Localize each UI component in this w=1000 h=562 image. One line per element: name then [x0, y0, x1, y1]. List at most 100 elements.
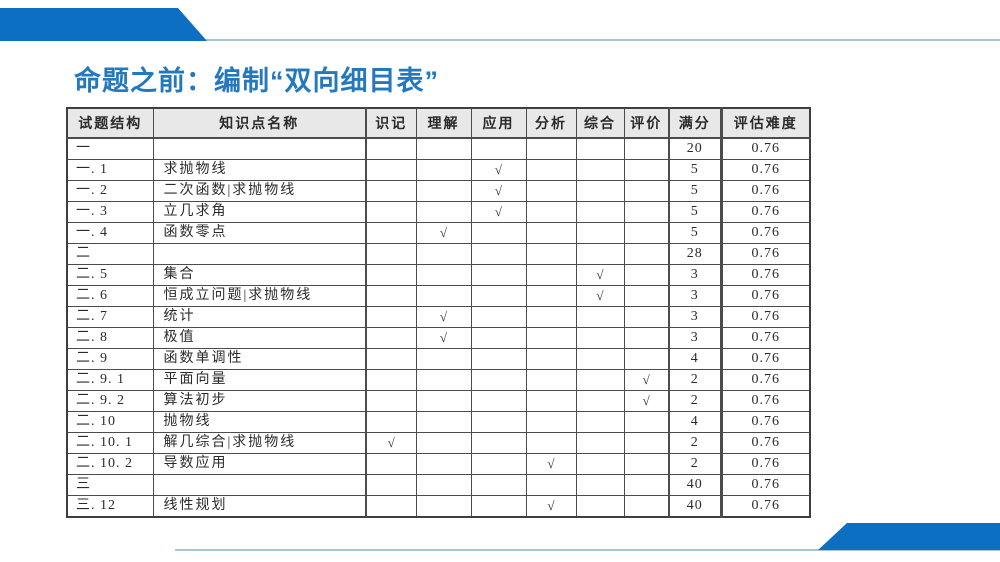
col-header-memorize: 识记 [365, 107, 417, 139]
table-body: 一 20 0.76 一. 1 求抛物线 √ 5 0.76 一. 2 二次函数|求… [66, 137, 811, 518]
cell-full-score: 2 [668, 432, 722, 454]
cell-mark-synthesize [575, 495, 625, 518]
cell-knowledge-name: 抛物线 [152, 411, 367, 433]
cell-full-score: 4 [668, 348, 722, 370]
cell-structure: 二. 5 [66, 264, 154, 286]
cell-mark-memorize [365, 348, 417, 370]
cell-mark-synthesize [575, 390, 625, 412]
table-row: 二. 8 极值 √ 3 0.76 [66, 327, 811, 349]
cell-mark-analyze [525, 137, 577, 160]
table-row: 一. 2 二次函数|求抛物线 √ 5 0.76 [66, 180, 811, 202]
cell-knowledge-name: 极值 [152, 327, 367, 349]
cell-mark-understand [415, 453, 472, 475]
cell-mark-synthesize [575, 474, 625, 496]
col-header-apply: 应用 [470, 107, 527, 139]
cell-mark-understand: √ [415, 306, 472, 328]
cell-difficulty: 0.76 [719, 369, 811, 391]
cell-mark-analyze [525, 369, 577, 391]
cell-structure: 二. 8 [66, 327, 154, 349]
cell-mark-understand [415, 348, 472, 370]
table-row: 一. 1 求抛物线 √ 5 0.76 [66, 159, 811, 181]
cell-knowledge-name [152, 243, 367, 265]
cell-difficulty: 0.76 [719, 411, 811, 433]
cell-mark-synthesize [575, 159, 625, 181]
cell-difficulty: 0.76 [719, 495, 811, 518]
cell-mark-apply [470, 390, 527, 412]
cell-mark-analyze [525, 474, 577, 496]
cell-mark-analyze [525, 264, 577, 286]
cell-full-score: 3 [668, 285, 722, 307]
col-header-difficulty: 评估难度 [719, 107, 811, 139]
cell-knowledge-name: 导数应用 [152, 453, 367, 475]
table-row: 二. 10. 2 导数应用 √ 2 0.76 [66, 453, 811, 475]
cell-mark-memorize [365, 369, 417, 391]
cell-difficulty: 0.76 [719, 159, 811, 181]
cell-mark-apply [470, 495, 527, 518]
cell-mark-apply [470, 327, 527, 349]
cell-difficulty: 0.76 [719, 348, 811, 370]
cell-mark-memorize [365, 201, 417, 223]
cell-structure: 二. 10. 1 [66, 432, 154, 454]
cell-full-score: 3 [668, 264, 722, 286]
cell-mark-apply [470, 243, 527, 265]
cell-mark-understand [415, 411, 472, 433]
cell-mark-synthesize [575, 137, 625, 160]
cell-mark-analyze: √ [525, 453, 577, 475]
col-header-knowledge: 知识点名称 [152, 107, 367, 139]
cell-knowledge-name [152, 474, 367, 496]
col-header-structure: 试题结构 [66, 107, 154, 139]
cell-mark-understand: √ [415, 222, 472, 244]
cell-mark-evaluate [623, 474, 670, 496]
cell-difficulty: 0.76 [719, 243, 811, 265]
cell-full-score: 5 [668, 201, 722, 223]
cell-mark-evaluate [623, 432, 670, 454]
cell-mark-understand [415, 201, 472, 223]
cell-knowledge-name: 恒成立问题|求抛物线 [152, 285, 367, 307]
table-row: 二 28 0.76 [66, 243, 811, 265]
col-header-synthesize: 综合 [575, 107, 625, 139]
table-row: 二. 6 恒成立问题|求抛物线 √ 3 0.76 [66, 285, 811, 307]
cell-mark-analyze [525, 432, 577, 454]
cell-mark-synthesize [575, 453, 625, 475]
cell-mark-evaluate [623, 348, 670, 370]
cell-difficulty: 0.76 [719, 137, 811, 160]
cell-mark-analyze [525, 222, 577, 244]
cell-full-score: 20 [668, 137, 722, 160]
table-row: 二. 10. 1 解几综合|求抛物线 √ 2 0.76 [66, 432, 811, 454]
cell-mark-apply [470, 285, 527, 307]
cell-mark-synthesize: √ [575, 285, 625, 307]
cell-mark-analyze [525, 201, 577, 223]
cell-mark-apply [470, 222, 527, 244]
cell-mark-memorize [365, 411, 417, 433]
cell-mark-evaluate [623, 411, 670, 433]
cell-mark-apply [470, 369, 527, 391]
cell-mark-synthesize [575, 201, 625, 223]
col-header-analyze: 分析 [525, 107, 577, 139]
cell-full-score: 28 [668, 243, 722, 265]
cell-mark-apply [470, 453, 527, 475]
cell-knowledge-name: 立几求角 [152, 201, 367, 223]
cell-mark-understand [415, 369, 472, 391]
bottom-divider-line [175, 549, 1000, 551]
cell-mark-memorize [365, 495, 417, 518]
cell-mark-memorize [365, 243, 417, 265]
cell-knowledge-name: 二次函数|求抛物线 [152, 180, 367, 202]
cell-knowledge-name [152, 137, 367, 160]
cell-mark-memorize [365, 474, 417, 496]
cell-mark-understand [415, 495, 472, 518]
cell-mark-apply [470, 411, 527, 433]
cell-structure: 一 [66, 137, 154, 160]
cell-mark-apply [470, 348, 527, 370]
cell-knowledge-name: 集合 [152, 264, 367, 286]
cell-knowledge-name: 函数零点 [152, 222, 367, 244]
cell-mark-analyze [525, 285, 577, 307]
cell-full-score: 2 [668, 369, 722, 391]
table-row: 二. 5 集合 √ 3 0.76 [66, 264, 811, 286]
table-row: 二. 7 统计 √ 3 0.76 [66, 306, 811, 328]
table-row: 一. 3 立几求角 √ 5 0.76 [66, 201, 811, 223]
cell-mark-analyze [525, 327, 577, 349]
cell-mark-understand [415, 285, 472, 307]
cell-mark-evaluate [623, 327, 670, 349]
cell-difficulty: 0.76 [719, 180, 811, 202]
cell-mark-memorize [365, 327, 417, 349]
